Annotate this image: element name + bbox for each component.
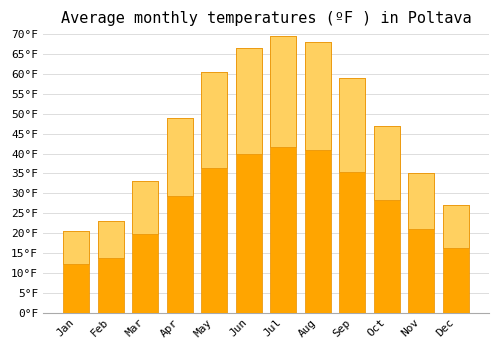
Bar (132, 181, 158, 234)
Bar (339, 78, 365, 313)
Bar (374, 126, 400, 201)
Bar (63, 231, 89, 313)
Bar (236, 48, 262, 313)
Title: Average monthly temperatures (ºF ) in Poltava: Average monthly temperatures (ºF ) in Po… (60, 11, 471, 26)
Bar (442, 205, 468, 313)
Bar (408, 174, 434, 229)
Bar (304, 42, 330, 150)
Bar (166, 118, 192, 313)
Bar (132, 181, 158, 313)
Bar (339, 78, 365, 172)
Bar (408, 174, 434, 313)
Bar (98, 221, 124, 258)
Bar (270, 36, 296, 147)
Bar (304, 42, 330, 313)
Bar (201, 72, 227, 313)
Bar (166, 118, 192, 196)
Bar (201, 72, 227, 168)
Bar (63, 231, 89, 264)
Bar (374, 126, 400, 313)
Bar (236, 48, 262, 154)
Bar (270, 36, 296, 313)
Bar (98, 221, 124, 313)
Bar (442, 205, 468, 248)
